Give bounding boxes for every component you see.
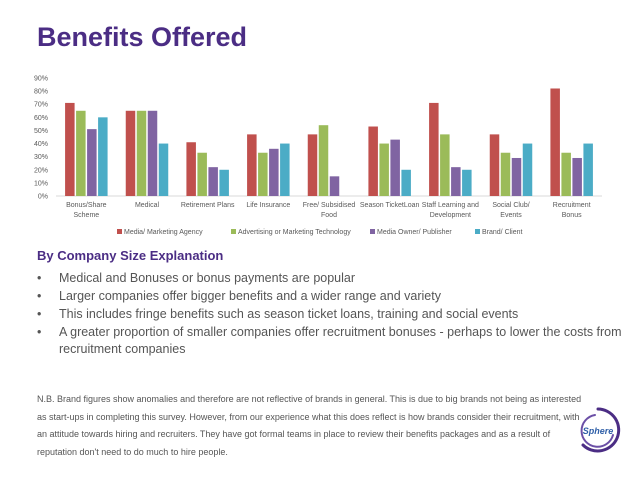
bar xyxy=(511,157,522,196)
bar xyxy=(76,110,86,196)
x-category-label: Recruitment xyxy=(553,202,591,209)
y-tick-label: 20% xyxy=(34,167,48,174)
bar xyxy=(280,143,290,196)
bar xyxy=(197,152,207,196)
bullet-icon: • xyxy=(37,289,42,303)
y-tick-label: 80% xyxy=(34,89,48,96)
y-axis: 0% 10% 20% 30% 40% 50% 60% 70% 80% 90% xyxy=(34,76,602,201)
bar xyxy=(87,129,97,196)
x-category-label: Life Insurance xyxy=(246,202,290,209)
x-category-label: Bonus xyxy=(562,212,582,219)
bar xyxy=(125,110,136,196)
legend-label: Brand/ Client xyxy=(482,229,523,236)
bar xyxy=(462,169,472,196)
legend-swatch xyxy=(117,229,122,234)
bar xyxy=(186,142,196,196)
y-tick-label: 90% xyxy=(34,76,48,83)
bar xyxy=(329,176,340,196)
bar xyxy=(561,152,571,196)
x-category-label: Retirement Plans xyxy=(181,202,235,209)
legend-label: Advertising or Marketing Technology xyxy=(238,229,351,236)
x-category-label: Events xyxy=(500,212,522,219)
bar xyxy=(368,126,378,196)
legend-swatch xyxy=(475,229,480,234)
bar xyxy=(247,134,257,196)
bullet-text: Medical and Bonuses or bonus payments ar… xyxy=(59,271,356,285)
bar xyxy=(318,125,329,196)
y-tick-label: 30% xyxy=(34,154,48,161)
bar xyxy=(147,110,158,196)
legend-swatch xyxy=(370,229,375,234)
bullet-icon: • xyxy=(37,325,42,339)
bar xyxy=(269,148,279,196)
bullet-icon: • xyxy=(37,307,42,321)
legend: Media/ Marketing Agency Advertising or Ma… xyxy=(117,229,523,236)
bullet-item: • This includes fringe benefits such as s… xyxy=(37,306,622,323)
bar xyxy=(401,169,411,196)
x-category-label: Scheme xyxy=(73,212,99,219)
bar xyxy=(489,134,500,196)
bar xyxy=(390,139,400,196)
legend-label: Media Owner/ Publisher xyxy=(377,229,452,236)
bar xyxy=(500,152,511,196)
bar xyxy=(429,102,439,196)
footnote: N.B. Brand figures show anomalies and th… xyxy=(37,394,582,457)
bar xyxy=(307,134,318,196)
x-axis-categories: Bonus/Share Scheme Medical Retirement Plans… xyxy=(66,202,590,219)
y-tick-label: 0% xyxy=(38,194,48,201)
y-tick-label: 10% xyxy=(34,180,48,187)
y-tick-label: 50% xyxy=(34,128,48,135)
bar xyxy=(219,169,229,196)
bullet-list: • Medical and Bonuses or bonus payments a… xyxy=(37,270,622,359)
bar xyxy=(65,102,75,196)
bar xyxy=(158,143,169,196)
x-category-label: Medical xyxy=(135,202,160,209)
x-category-label: Food xyxy=(321,212,337,219)
bars xyxy=(65,88,593,196)
bar xyxy=(440,134,450,196)
x-category-label: Free/ Subsidised xyxy=(303,202,356,209)
bar xyxy=(583,143,593,196)
bar xyxy=(572,157,582,196)
x-category-label: Season TicketLoan xyxy=(360,202,420,209)
x-category-label: Bonus/Share xyxy=(66,202,107,209)
x-category-label: Staff Learning and xyxy=(422,202,479,209)
y-tick-label: 60% xyxy=(34,115,48,122)
bar xyxy=(258,152,268,196)
slide-title: Benefits Offered xyxy=(37,22,248,52)
bar xyxy=(208,167,218,196)
bullet-item: • Medical and Bonuses or bonus payments a… xyxy=(37,270,622,287)
bullet-text: Larger companies offer bigger benefits a… xyxy=(59,289,441,303)
section-subheading: By Company Size Explanation xyxy=(37,248,224,263)
bullet-icon: • xyxy=(37,271,42,285)
y-tick-label: 70% xyxy=(34,102,48,109)
bar xyxy=(550,88,560,196)
bar xyxy=(98,117,108,196)
bullet-text: A greater proportion of smaller companie… xyxy=(59,325,622,356)
logo-text: Sphere xyxy=(583,426,614,436)
y-tick-label: 40% xyxy=(34,141,48,148)
bullet-item: • A greater proportion of smaller compani… xyxy=(37,324,622,358)
x-category-label: Development xyxy=(430,212,471,219)
bullet-text: This includes fringe benefits such as se… xyxy=(59,307,519,321)
bar xyxy=(522,143,533,196)
bar xyxy=(136,110,147,196)
legend-swatch xyxy=(231,229,236,234)
bar xyxy=(451,167,461,196)
bar xyxy=(379,143,389,196)
bullet-item: • Larger companies offer bigger benefits … xyxy=(37,288,622,305)
legend-label: Media/ Marketing Agency xyxy=(124,229,203,236)
benefits-bar-chart: 0% 10% 20% 30% 40% 50% 60% 70% 80% 90% Bonus/Shar… xyxy=(34,76,602,236)
x-category-label: Social Club/ xyxy=(492,202,529,209)
sphere-logo-icon: Sphere xyxy=(580,407,621,453)
